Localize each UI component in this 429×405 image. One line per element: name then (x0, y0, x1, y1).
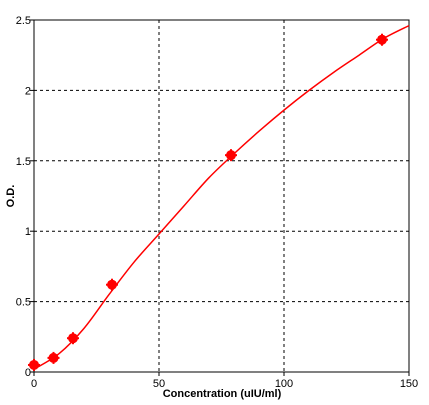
data-point (47, 351, 60, 364)
fit-curve (33, 24, 410, 370)
data-point (376, 33, 388, 46)
grid (34, 20, 409, 372)
x-axis-label: Concentration (uIU/ml) (163, 388, 282, 400)
x-tick-label: 150 (400, 378, 418, 390)
x-tick-label: 100 (275, 378, 293, 390)
axes (30, 19, 410, 376)
data-point (106, 278, 118, 291)
y-tick-label: 2 (25, 85, 31, 97)
tick-labels: 0 50 100 150 0 0.5 1 1.5 2 2.5 (16, 15, 418, 390)
y-tick-label: 2.5 (16, 15, 31, 27)
data-point (67, 332, 79, 345)
data-point (225, 149, 237, 162)
plot-frame (33, 19, 410, 373)
y-tick-label: 0.5 (16, 297, 31, 309)
data-point (28, 358, 40, 371)
y-tick-label: 1.5 (16, 156, 31, 168)
series (28, 24, 410, 371)
y-tick-label: 0 (25, 367, 31, 379)
y-axis-label: O.D. (5, 185, 17, 208)
y-tick-label: 1 (25, 226, 31, 238)
x-tick-label: 0 (31, 378, 37, 390)
x-tick-label: 50 (153, 378, 165, 390)
